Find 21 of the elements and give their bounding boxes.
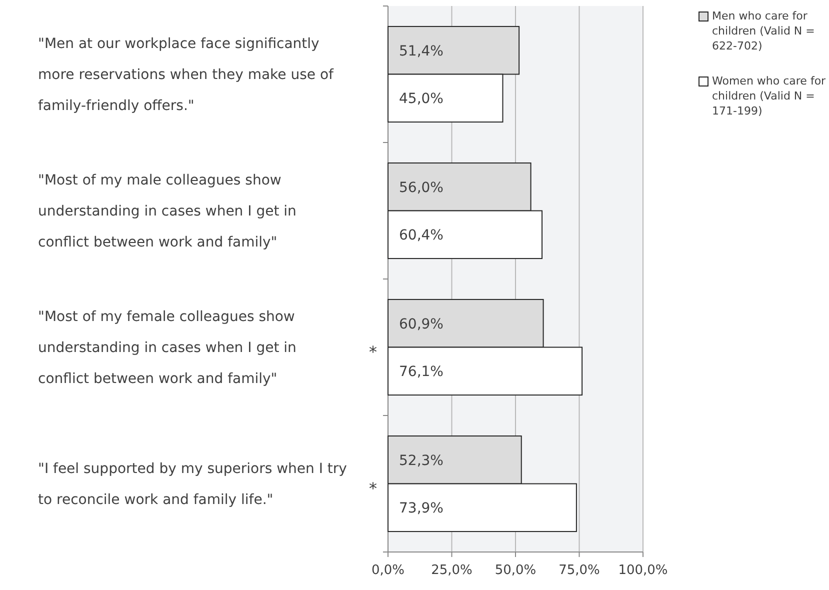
x-tick-label: 100,0% bbox=[618, 563, 668, 578]
x-tick-label: 50,0% bbox=[494, 563, 536, 578]
x-tick-label: 0,0% bbox=[371, 563, 405, 578]
data-label: 56,0% bbox=[399, 180, 444, 196]
y-tick-label: "Men at our workplace face significantly more reservations when they make use of family-friendly offers." bbox=[38, 36, 335, 114]
data-label: 60,9% bbox=[399, 316, 444, 332]
y-tick-label: "Most of my male colleagues show understanding in cases when I get in conflict between work and family" bbox=[38, 172, 296, 251]
data-label: 73,9% bbox=[399, 500, 444, 517]
y-tick-label: "I feel supported by my superiors when I try to reconcile work and family life." bbox=[38, 461, 347, 508]
x-tick-label: 25,0% bbox=[431, 563, 472, 578]
data-label: 45,0% bbox=[399, 91, 444, 108]
data-label: 52,3% bbox=[399, 452, 444, 469]
legend-label: Women who care for children (Valid N = 171-199) bbox=[712, 74, 826, 118]
text: * bbox=[369, 478, 377, 498]
text: * bbox=[369, 342, 377, 362]
data-label: 60,4% bbox=[399, 228, 444, 244]
y-tick-label: "Most of my female colleagues show understanding in cases when I get in conflict between work and family" bbox=[38, 309, 296, 388]
x-tick-label: 75,0% bbox=[558, 563, 600, 578]
data-label: 76,1% bbox=[399, 364, 444, 380]
data-label: 51,4% bbox=[399, 43, 444, 60]
legend-label: Men who care for children (Valid N = 622-702) bbox=[712, 9, 815, 52]
